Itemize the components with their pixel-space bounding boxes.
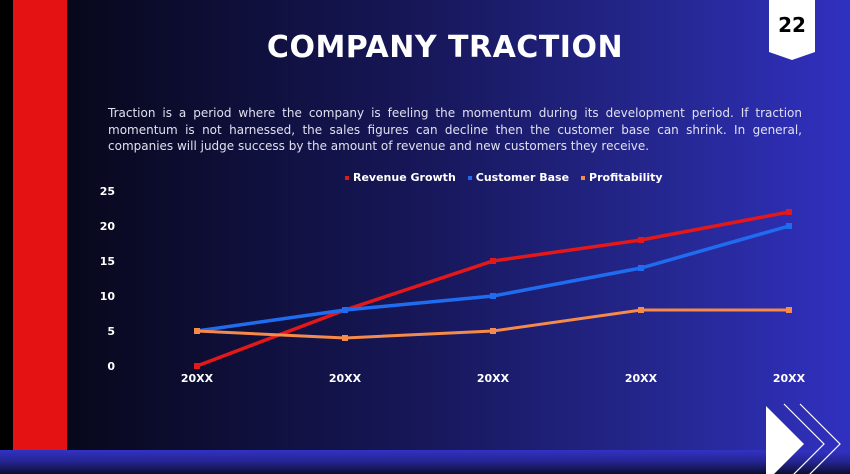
legend-item-revenue-growth: Revenue Growth bbox=[345, 171, 456, 184]
y-tick-5: 5 bbox=[107, 325, 115, 338]
data-point-marker bbox=[638, 307, 644, 313]
play-arrows-icon bbox=[766, 403, 841, 474]
legend-item-profitability: Profitability bbox=[581, 171, 663, 184]
y-tick-15: 15 bbox=[99, 255, 115, 268]
legend-label: Customer Base bbox=[475, 171, 570, 184]
chart-legend: Revenue Growth Customer Base Profitabili… bbox=[345, 171, 663, 184]
data-point-marker bbox=[342, 335, 348, 341]
y-tick-0: 0 bbox=[107, 360, 115, 373]
data-point-marker bbox=[490, 258, 496, 264]
y-tick-20: 20 bbox=[99, 220, 115, 233]
series-line-revenue-growth bbox=[196, 210, 790, 368]
x-tick-1: 20XX bbox=[180, 372, 214, 385]
data-point-marker bbox=[638, 265, 644, 271]
x-tick-3: 20XX bbox=[476, 372, 510, 385]
data-point-marker bbox=[786, 209, 792, 215]
legend-label: Profitability bbox=[589, 171, 663, 184]
data-point-marker bbox=[638, 237, 644, 243]
data-point-marker bbox=[490, 293, 496, 299]
x-tick-2: 20XX bbox=[328, 372, 362, 385]
data-point-marker bbox=[786, 223, 792, 229]
legend-item-customer-base: Customer Base bbox=[467, 171, 570, 184]
page-number-badge: 22 bbox=[769, 0, 815, 60]
data-point-marker bbox=[194, 363, 200, 369]
bottom-bar bbox=[0, 450, 850, 474]
slide-title: COMPANY TRACTION bbox=[266, 30, 624, 65]
legend-swatch-orange-icon bbox=[581, 175, 586, 180]
x-tick-4: 20XX bbox=[624, 372, 658, 385]
data-point-marker bbox=[194, 328, 200, 334]
left-red-bar bbox=[13, 0, 67, 450]
badge-shape-icon bbox=[769, 0, 815, 60]
legend-swatch-blue-icon bbox=[467, 175, 472, 180]
x-tick-5: 20XX bbox=[772, 372, 806, 385]
y-tick-25: 25 bbox=[99, 185, 115, 198]
legend-swatch-red-icon bbox=[345, 175, 349, 180]
data-point-marker bbox=[490, 328, 496, 334]
data-point-marker bbox=[786, 307, 792, 313]
series-line-customer-base bbox=[196, 224, 790, 333]
legend-label: Revenue Growth bbox=[353, 171, 456, 184]
data-point-marker bbox=[342, 307, 348, 313]
left-black-strip bbox=[0, 0, 13, 450]
description-text: Traction is a period where the company i… bbox=[108, 106, 802, 153]
page-number: 22 bbox=[778, 13, 806, 37]
y-tick-10: 10 bbox=[99, 290, 115, 303]
